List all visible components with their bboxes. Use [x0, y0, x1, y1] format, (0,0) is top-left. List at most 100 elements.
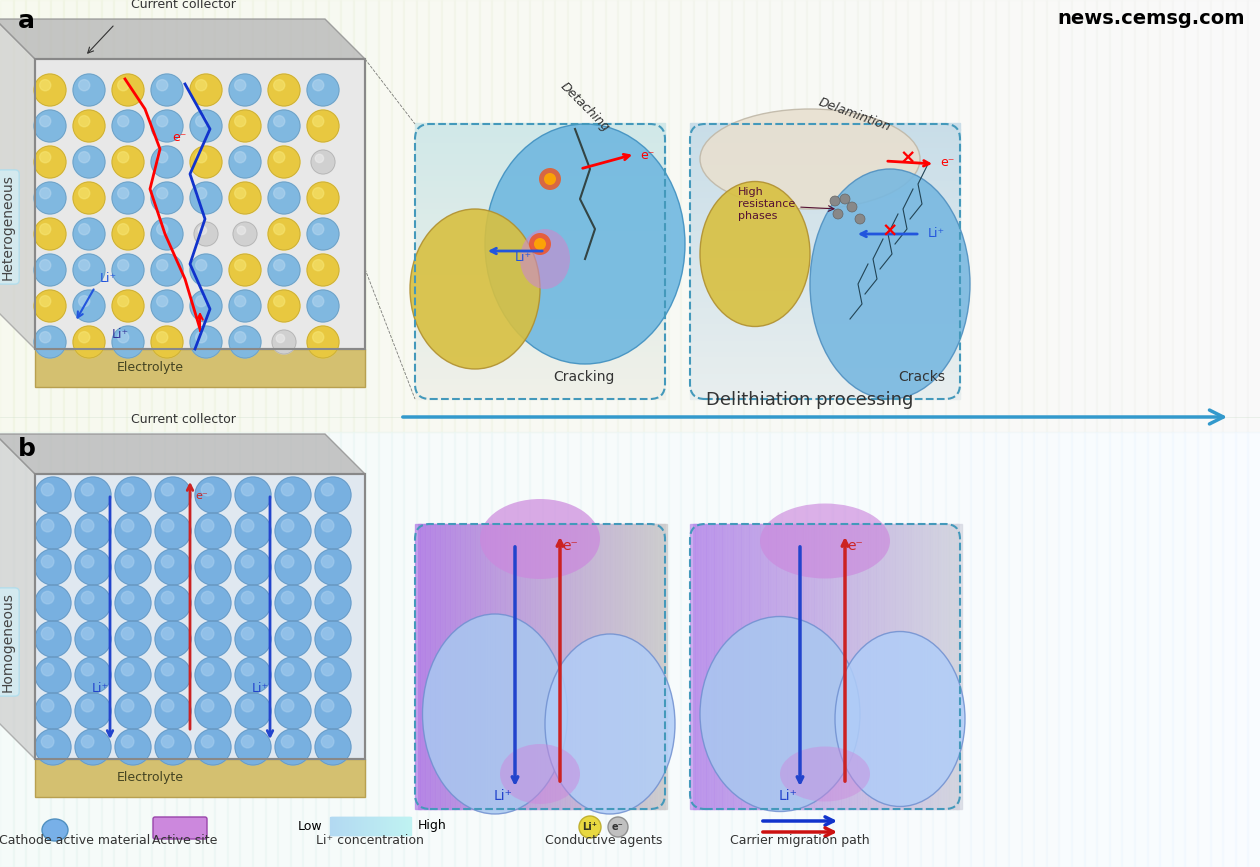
Bar — [903, 524, 908, 809]
Bar — [643, 0, 656, 432]
Bar — [88, 0, 102, 432]
Bar — [690, 128, 960, 135]
Bar — [615, 524, 620, 809]
Bar — [401, 817, 403, 835]
Circle shape — [115, 693, 151, 729]
Bar — [690, 189, 960, 195]
Bar — [479, 432, 493, 867]
Circle shape — [112, 326, 144, 358]
Circle shape — [234, 259, 246, 271]
Circle shape — [268, 74, 300, 106]
Bar — [333, 817, 335, 835]
Circle shape — [830, 196, 840, 206]
Bar — [788, 524, 791, 809]
Circle shape — [229, 146, 261, 178]
Circle shape — [190, 290, 222, 322]
Bar — [25, 432, 39, 867]
Circle shape — [78, 187, 89, 199]
Text: Li⁺: Li⁺ — [582, 822, 597, 832]
Bar — [417, 524, 422, 809]
Circle shape — [198, 226, 207, 235]
Bar — [838, 524, 843, 809]
Circle shape — [73, 254, 105, 286]
Bar — [365, 817, 367, 835]
Circle shape — [195, 477, 231, 513]
Bar — [835, 524, 840, 809]
Bar — [892, 524, 897, 809]
Bar — [505, 524, 509, 809]
Bar — [415, 376, 665, 382]
Bar — [814, 524, 819, 809]
Bar — [367, 817, 369, 835]
Text: Electrolyte: Electrolyte — [117, 772, 184, 785]
Bar — [336, 817, 338, 835]
Ellipse shape — [780, 746, 869, 801]
Text: Li⁺ concentration: Li⁺ concentration — [316, 834, 423, 847]
Bar — [227, 0, 241, 432]
Circle shape — [315, 585, 352, 621]
Circle shape — [312, 80, 324, 91]
Circle shape — [281, 628, 294, 640]
Bar — [898, 524, 902, 809]
Circle shape — [242, 735, 255, 748]
Circle shape — [73, 110, 105, 142]
Circle shape — [115, 477, 151, 513]
Bar — [714, 524, 719, 809]
Circle shape — [34, 218, 66, 250]
Circle shape — [242, 483, 255, 496]
Bar — [1008, 432, 1022, 867]
Bar — [452, 524, 457, 809]
Circle shape — [112, 254, 144, 286]
Bar — [849, 524, 854, 809]
Circle shape — [234, 152, 246, 163]
Circle shape — [117, 331, 129, 342]
Bar — [290, 432, 304, 867]
Bar — [562, 524, 567, 809]
Circle shape — [35, 621, 71, 657]
Bar — [336, 817, 339, 835]
Bar — [1247, 432, 1260, 867]
Bar — [415, 156, 665, 162]
Circle shape — [315, 154, 324, 163]
Circle shape — [312, 187, 324, 199]
Bar — [1071, 432, 1085, 867]
Bar — [364, 817, 365, 835]
Circle shape — [272, 330, 296, 354]
Bar — [467, 524, 472, 809]
Bar — [690, 271, 960, 278]
Bar — [478, 524, 483, 809]
Bar — [425, 524, 430, 809]
Bar — [1184, 0, 1198, 432]
Bar — [513, 524, 517, 809]
Bar — [415, 266, 665, 272]
Bar — [1071, 0, 1085, 432]
Bar — [712, 524, 716, 809]
Circle shape — [273, 80, 285, 91]
Bar — [551, 524, 554, 809]
Circle shape — [112, 146, 144, 178]
Bar — [465, 524, 470, 809]
Circle shape — [76, 693, 111, 729]
Bar — [315, 432, 329, 867]
Circle shape — [121, 519, 134, 531]
Bar — [101, 432, 115, 867]
Bar — [945, 0, 959, 432]
Circle shape — [268, 182, 300, 214]
Circle shape — [151, 146, 183, 178]
Bar — [1197, 0, 1211, 432]
Bar — [932, 432, 946, 867]
Bar — [769, 524, 772, 809]
Circle shape — [312, 331, 324, 342]
Circle shape — [156, 152, 168, 163]
Circle shape — [236, 693, 271, 729]
Bar — [690, 370, 960, 377]
Bar — [690, 156, 960, 162]
Bar — [415, 310, 665, 316]
Circle shape — [242, 628, 255, 640]
Circle shape — [115, 729, 151, 765]
Bar — [811, 524, 816, 809]
Bar — [415, 244, 665, 251]
Bar — [917, 524, 921, 809]
Circle shape — [161, 663, 174, 676]
Bar — [564, 524, 570, 809]
